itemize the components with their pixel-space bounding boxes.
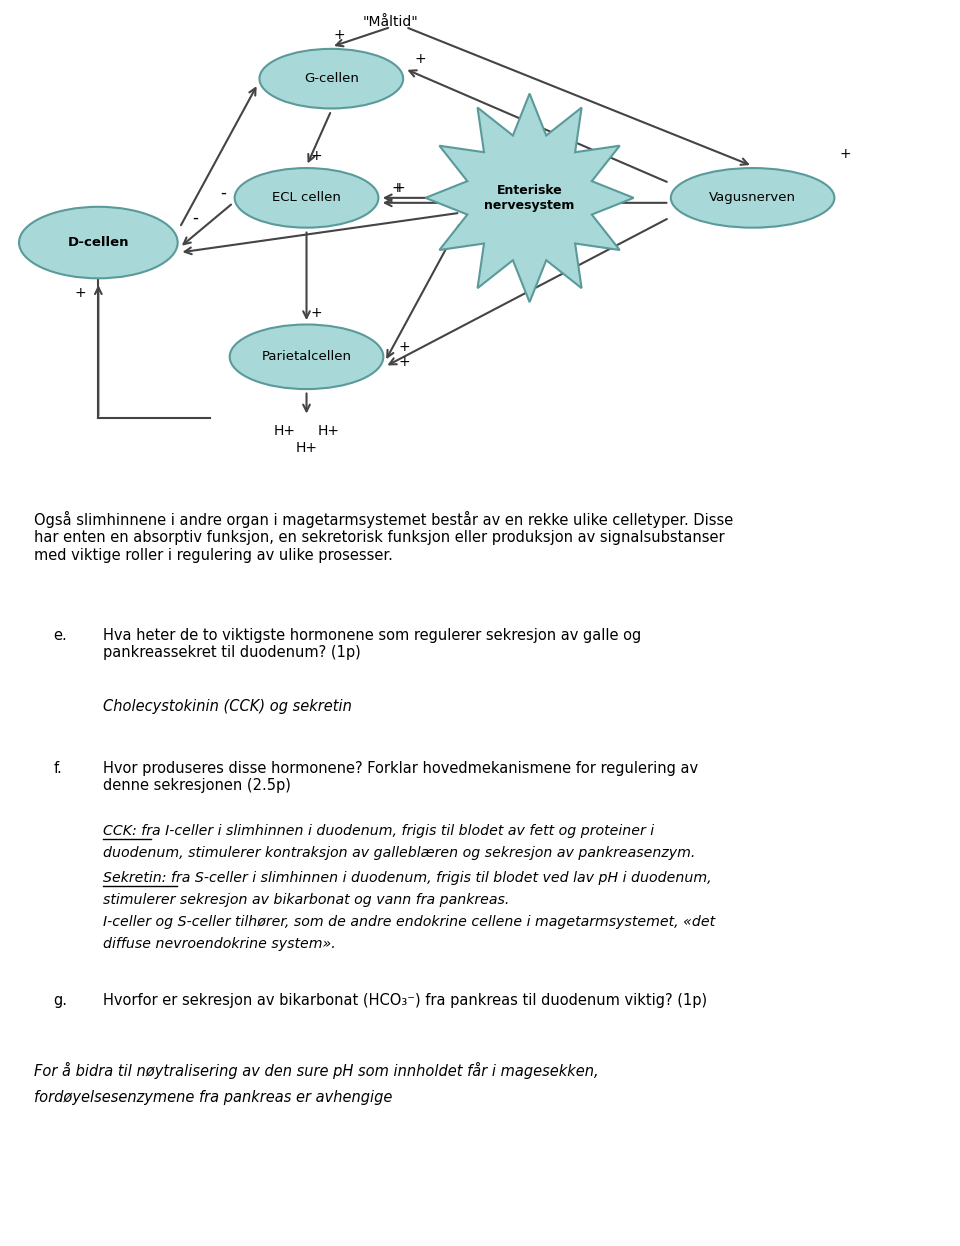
Text: Også slimhinnene i andre organ i magetarmsystemet består av en rekke ulike celle: Også slimhinnene i andre organ i magetar… [34, 511, 733, 563]
Text: H+: H+ [318, 425, 339, 439]
Text: Sekretin: fra S-celler i slimhinnen i duodenum, frigis til blodet ved lav pH i d: Sekretin: fra S-celler i slimhinnen i du… [104, 871, 712, 886]
Text: ECL cellen: ECL cellen [272, 192, 341, 204]
Text: G-cellen: G-cellen [304, 72, 359, 85]
Text: f.: f. [54, 761, 62, 776]
Text: Hvor produseres disse hormonene? Forklar hovedmekanismene for regulering av
denn: Hvor produseres disse hormonene? Forklar… [104, 761, 699, 794]
Text: e.: e. [54, 628, 67, 643]
Ellipse shape [229, 324, 383, 389]
Ellipse shape [671, 168, 834, 228]
Text: "Måltid": "Måltid" [363, 15, 419, 29]
Text: duodenum, stimulerer kontraksjon av galleblæren og sekresjon av pankreasenzym.: duodenum, stimulerer kontraksjon av gall… [104, 846, 696, 860]
Polygon shape [425, 93, 634, 303]
Text: +: + [311, 307, 323, 320]
Text: D-cellen: D-cellen [67, 235, 129, 249]
Text: H+: H+ [296, 441, 318, 455]
Text: g.: g. [54, 993, 68, 1008]
Text: +: + [394, 181, 405, 194]
Text: CCK: fra I-celler i slimhinnen i duodenum, frigis til blodet av fett og proteine: CCK: fra I-celler i slimhinnen i duodenu… [104, 824, 655, 837]
Text: +: + [392, 181, 403, 194]
Text: Cholecystokinin (CCK) og sekretin: Cholecystokinin (CCK) og sekretin [104, 699, 352, 714]
Text: Hva heter de to viktigste hormonene som regulerer sekresjon av galle og
pankreas: Hva heter de to viktigste hormonene som … [104, 628, 641, 660]
Text: -: - [193, 209, 199, 227]
Ellipse shape [19, 207, 178, 278]
Text: Parietalcellen: Parietalcellen [261, 350, 351, 364]
Text: For å bidra til nøytralisering av den sure pH som innholdet får i magesekken,: For å bidra til nøytralisering av den su… [34, 1062, 598, 1079]
Text: diffuse nevroendokrine system».: diffuse nevroendokrine system». [104, 937, 336, 951]
Text: +: + [398, 340, 411, 354]
Ellipse shape [259, 49, 403, 108]
Text: fordøyelsesenzymene fra pankreas er avhengige: fordøyelsesenzymene fra pankreas er avhe… [34, 1090, 393, 1105]
Text: +: + [840, 147, 852, 161]
Text: Enteriske
nervesystem: Enteriske nervesystem [485, 184, 575, 212]
Text: +: + [75, 287, 86, 300]
Text: I-celler og S-celler tilhører, som de andre endokrine cellene i magetarmsystemet: I-celler og S-celler tilhører, som de an… [104, 915, 715, 930]
Text: -: - [220, 184, 227, 202]
Text: +: + [333, 27, 345, 42]
Ellipse shape [234, 168, 378, 228]
Text: Vagusnerven: Vagusnerven [709, 192, 796, 204]
Text: +: + [415, 52, 426, 66]
Text: +: + [398, 355, 411, 369]
Text: stimulerer sekresjon av bikarbonat og vann fra pankreas.: stimulerer sekresjon av bikarbonat og va… [104, 893, 510, 907]
Text: +: + [311, 150, 323, 163]
Text: Hvorfor er sekresjon av bikarbonat (HCO₃⁻) fra pankreas til duodenum viktig? (1p: Hvorfor er sekresjon av bikarbonat (HCO₃… [104, 993, 708, 1008]
Text: H+: H+ [274, 425, 296, 439]
